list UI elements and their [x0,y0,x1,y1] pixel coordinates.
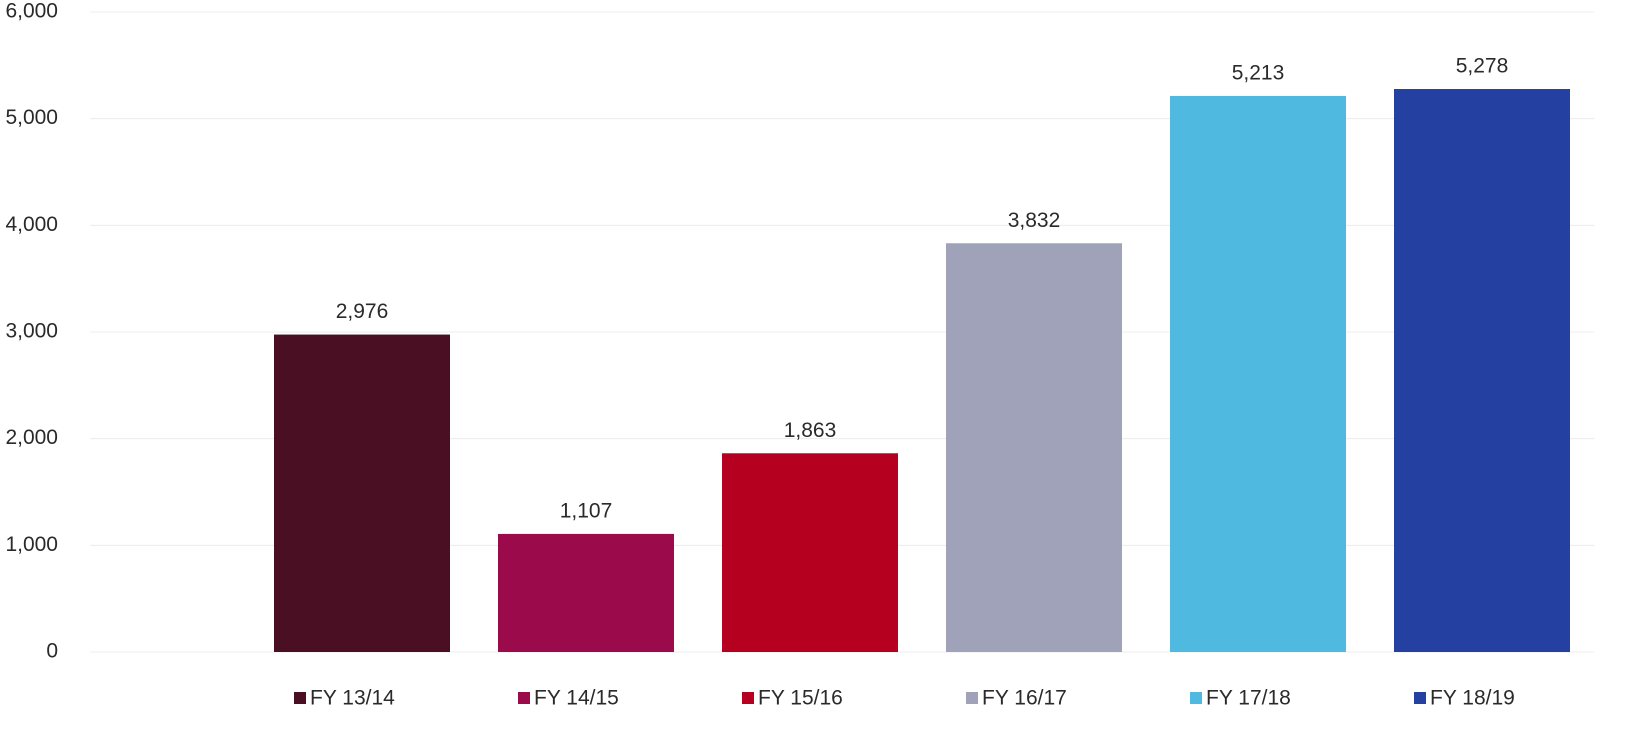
y-tick-label: 3,000 [5,320,58,343]
bar [274,334,450,652]
legend-label: FY 13/14 [310,687,395,710]
legend-label: FY 17/18 [1206,687,1291,710]
legend-label: FY 18/19 [1430,687,1515,710]
legend-swatch [294,692,306,704]
bar [1170,95,1346,653]
value-label: 1,107 [560,499,613,522]
value-label: 5,213 [1232,61,1285,84]
y-tick-label: 2,000 [5,426,58,449]
legend-swatch [518,692,530,704]
legend-label: FY 15/16 [758,687,843,710]
legend-swatch [966,692,978,704]
value-label: 5,278 [1456,55,1509,78]
y-tick-label: 0 [46,640,58,663]
bar [498,533,674,652]
value-label: 2,976 [336,300,389,323]
bar [946,243,1122,652]
y-tick-label: 4,000 [5,213,58,236]
y-tick-label: 6,000 [5,0,58,23]
legend-label: FY 14/15 [534,687,619,710]
bar [1394,89,1570,653]
value-label: 3,832 [1008,209,1061,232]
bar [722,453,898,652]
legend-label: FY 16/17 [982,687,1067,710]
value-label: 1,863 [784,419,837,442]
legend-swatch [1414,692,1426,704]
y-tick-label: 1,000 [5,533,58,556]
legend-swatch [1190,692,1202,704]
y-tick-label: 5,000 [5,106,58,129]
legend-swatch [742,692,754,704]
